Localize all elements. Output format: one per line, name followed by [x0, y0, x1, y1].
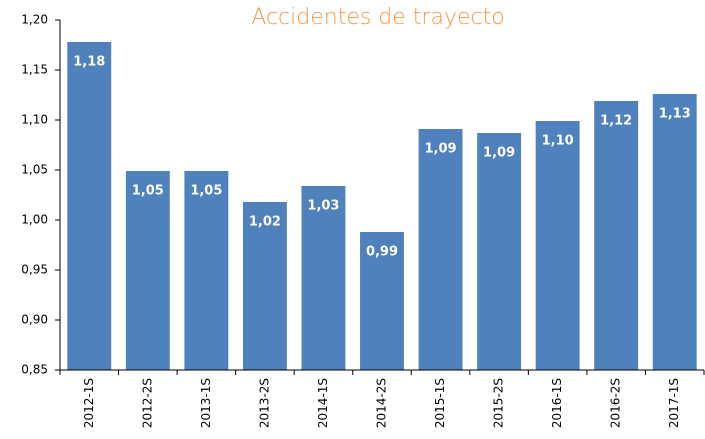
y-tick-label: 0,85	[21, 363, 48, 377]
data-label: 1,03	[307, 199, 339, 214]
bar	[301, 186, 346, 370]
y-tick-label: 0,95	[21, 263, 48, 277]
x-tick-label: 2015-1S	[433, 378, 447, 428]
x-tick-label: 2014-1S	[316, 378, 330, 428]
y-tick-label: 1,00	[21, 213, 48, 227]
bar	[594, 101, 639, 370]
x-tick-label: 2014-2S	[375, 378, 389, 428]
x-tick-label: 2013-2S	[257, 378, 271, 428]
data-label: 1,18	[73, 55, 105, 70]
bar	[418, 129, 463, 370]
bar	[535, 121, 580, 370]
data-label: 1,12	[600, 114, 632, 129]
x-tick-label: 2017-1S	[667, 378, 681, 428]
data-label: 1,02	[249, 215, 281, 230]
bar	[477, 133, 522, 370]
chart-title: Accidentes de trayecto	[251, 5, 504, 30]
bar	[67, 42, 112, 370]
x-tick-label: 2013-1S	[199, 378, 213, 428]
y-tick-label: 1,05	[21, 163, 48, 177]
data-label: 1,13	[659, 107, 691, 122]
x-tick-label: 2012-2S	[140, 378, 154, 428]
data-label: 0,99	[366, 245, 398, 260]
y-tick-label: 1,15	[21, 63, 48, 77]
x-tick-label: 2016-2S	[609, 378, 623, 428]
data-label: 1,10	[542, 134, 574, 149]
bar	[184, 171, 229, 370]
y-tick-label: 1,10	[21, 113, 48, 127]
bar	[360, 232, 404, 370]
data-label: 1,05	[190, 184, 222, 199]
bar	[652, 94, 697, 370]
bar	[242, 202, 287, 370]
bar	[125, 171, 170, 370]
x-tick-label: 2012-1S	[82, 378, 96, 428]
x-tick-label: 2015-2S	[492, 378, 506, 428]
x-tick-label: 2016-1S	[550, 378, 564, 428]
y-tick-label: 1,20	[21, 13, 48, 27]
data-label: 1,09	[425, 142, 457, 157]
data-label: 1,09	[483, 146, 515, 161]
data-label: 1,05	[132, 184, 164, 199]
y-tick-label: 0,90	[21, 313, 48, 327]
